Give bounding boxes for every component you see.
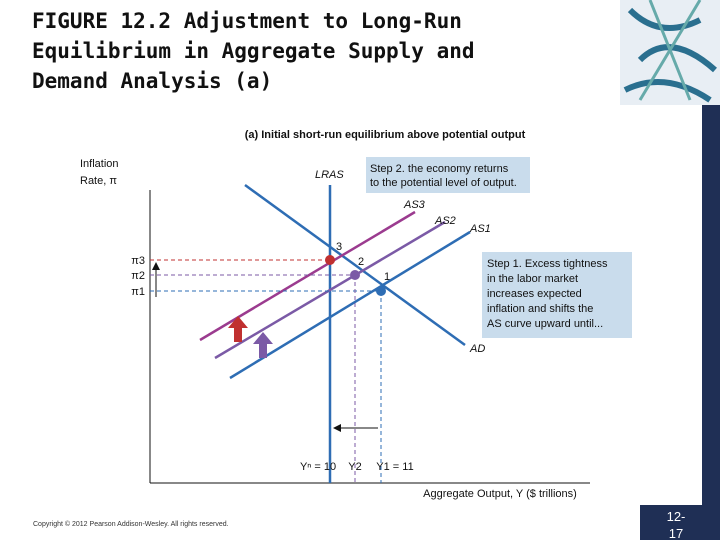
up-arrow	[253, 332, 273, 358]
as1-line	[229, 230, 471, 380]
step1-line: inflation and shifts the	[487, 303, 593, 315]
side-bar	[702, 105, 720, 540]
copyright: Copyright © 2012 Pearson Addison-Wesley.…	[33, 520, 229, 528]
page-number: 17	[669, 526, 683, 540]
dashes	[150, 259, 382, 483]
up-arrow	[228, 316, 248, 342]
page-box	[640, 505, 720, 540]
point	[325, 255, 335, 265]
step1-box	[482, 252, 632, 338]
y-label: π3	[131, 255, 145, 267]
point	[376, 286, 386, 296]
step1-line: AS curve upward until...	[487, 318, 603, 330]
y-label: π1	[131, 286, 145, 298]
point	[350, 270, 360, 280]
x-label: Y2	[348, 461, 361, 473]
x-label: Yⁿ = 10	[300, 461, 336, 473]
step1-line: Step 1. Excess tightness	[487, 258, 608, 270]
step1-line: in the labor market	[487, 273, 578, 285]
step2-line: to the potential level of output.	[370, 177, 517, 189]
logo	[620, 0, 720, 105]
curve-label: AD	[469, 343, 485, 355]
title-line: Demand Analysis (a)	[32, 69, 272, 93]
step1-line: increases expected	[487, 288, 582, 300]
page-number: 12-	[667, 509, 686, 524]
x-axis-label: Aggregate Output, Y ($ trillions)	[423, 488, 577, 500]
title-line: FIGURE 12.2 Adjustment to Long-Run	[32, 9, 462, 33]
figure-subtitle: (a) Initial short-run equilibrium above …	[245, 129, 526, 141]
ad-line	[244, 183, 466, 347]
figure: (a) Initial short-run equilibrium above …	[80, 129, 632, 500]
y-axis-label: Inflation	[80, 158, 119, 170]
title-line: Equilibrium in Aggregate Supply and	[32, 39, 475, 63]
y-axis-label: Rate, π	[80, 175, 117, 187]
point-label: 2	[358, 256, 364, 268]
curve-label: LRAS	[315, 169, 344, 181]
step2-line: Step 2. the economy returns	[370, 163, 509, 175]
as2-line	[214, 220, 446, 360]
curve-label: AS3	[403, 199, 426, 211]
point-label: 3	[336, 241, 342, 253]
y-label: π2	[131, 270, 145, 282]
x-label: Y1 = 11	[376, 461, 413, 473]
curve-label: AS2	[434, 215, 456, 227]
step2-box	[366, 157, 530, 193]
curve-label: AS1	[469, 223, 491, 235]
point-label: 1	[384, 271, 390, 283]
